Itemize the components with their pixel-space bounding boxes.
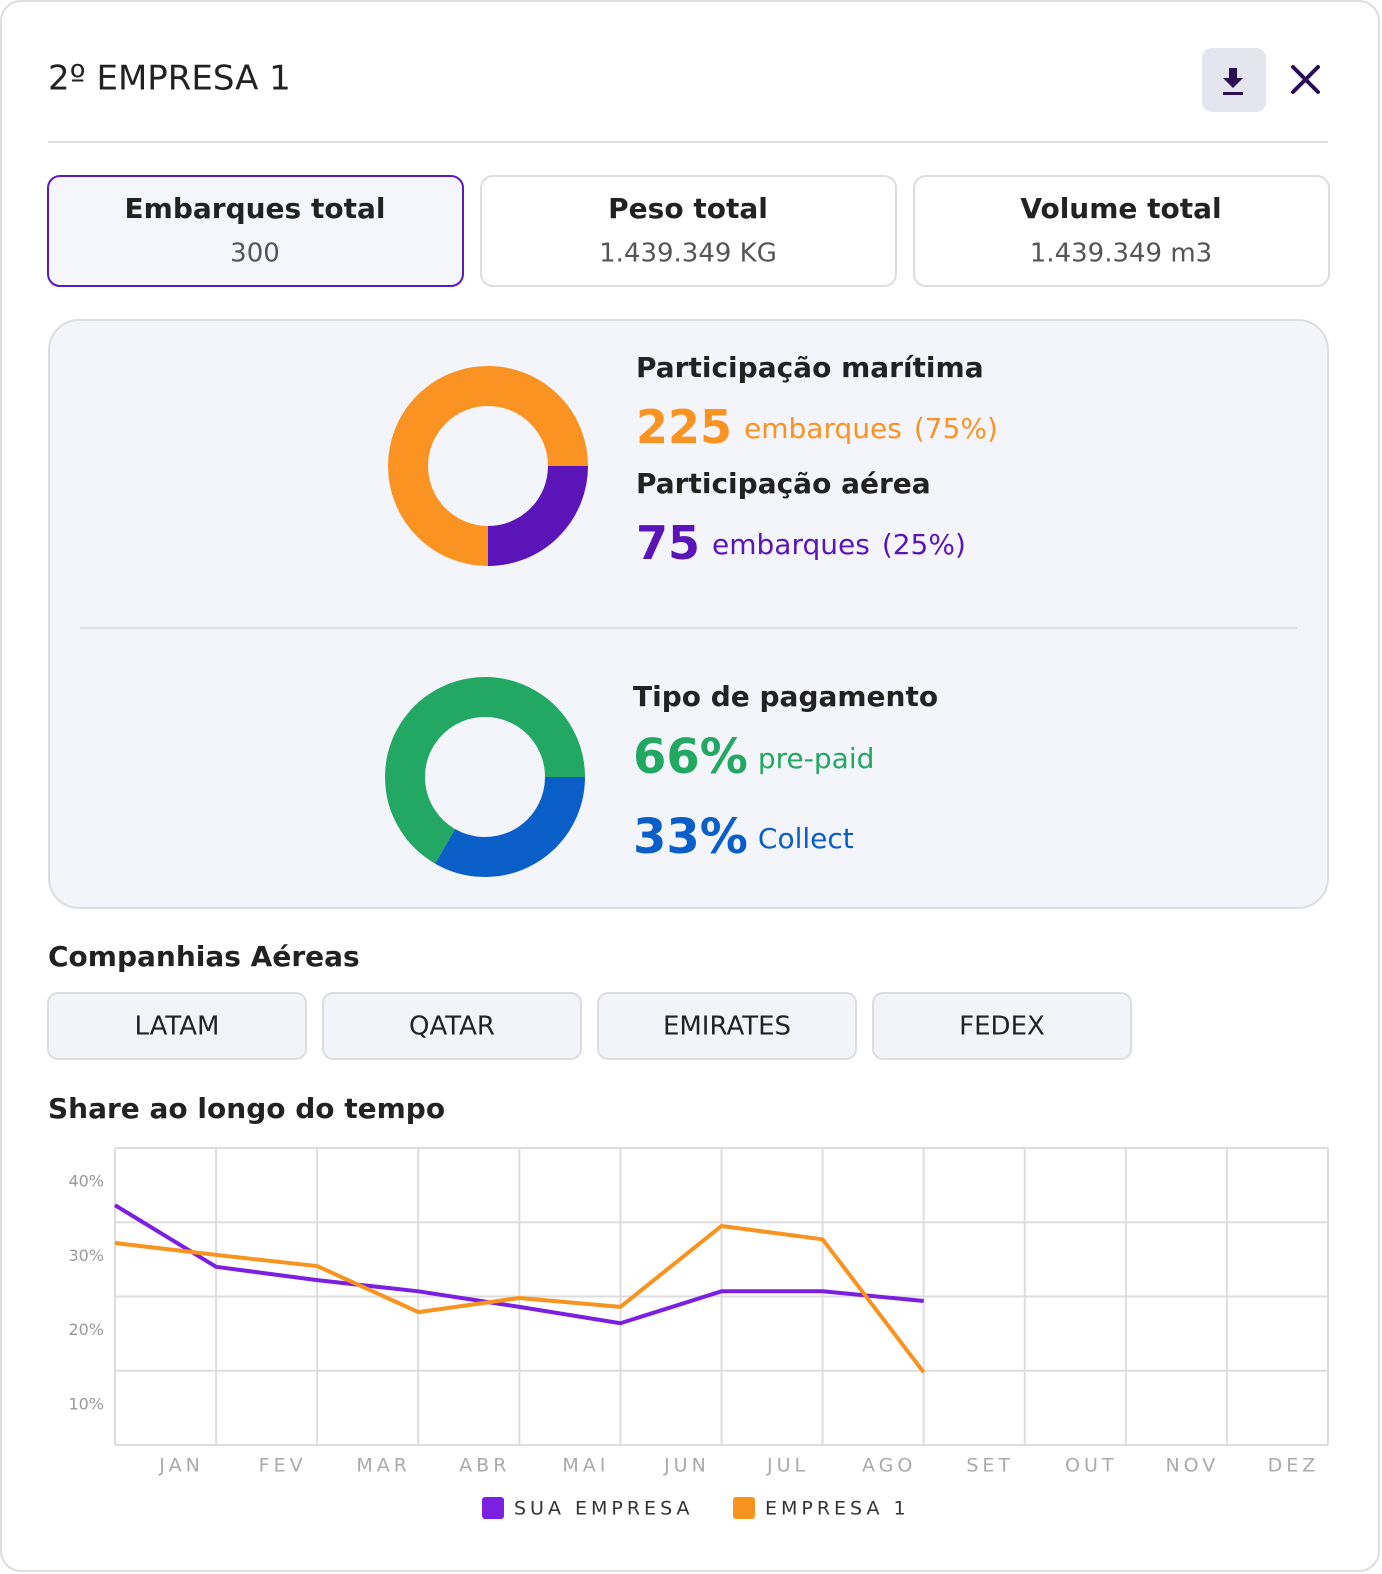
text-part: (25%) <box>882 528 966 561</box>
airline-chip[interactable]: QATAR <box>322 992 582 1060</box>
donut-legend-title: Participação marítima <box>636 351 984 384</box>
x-tick-label: MAI <box>562 1455 609 1477</box>
x-tick-label: MAR <box>356 1455 411 1477</box>
chip-box <box>47 992 307 1060</box>
legend-label: SUA EMPRESA <box>514 1498 693 1520</box>
x-tick-label: OUT <box>1065 1455 1117 1477</box>
x-tick-label: AGO <box>862 1455 916 1477</box>
legend-label: EMPRESA 1 <box>765 1498 910 1520</box>
text-part: Collect <box>758 822 854 855</box>
text-part: (75%) <box>914 412 998 445</box>
text-part: 33% <box>633 809 748 865</box>
y-tick-label: 30% <box>68 1246 104 1265</box>
card-value: 1.439.349 KG <box>599 239 777 269</box>
x-tick-label: ABR <box>459 1455 510 1477</box>
donut-legend-value: 33% Collect <box>633 809 854 865</box>
card-label: Peso total <box>608 192 768 225</box>
airline-chip[interactable]: FEDEX <box>872 992 1132 1060</box>
airline-chip[interactable]: LATAM <box>47 992 307 1060</box>
card-box <box>913 175 1330 287</box>
card-value: 300 <box>230 239 280 269</box>
donut-legend-title: Tipo de pagamento <box>633 680 938 713</box>
download-button[interactable] <box>1202 48 1266 112</box>
donut-slice <box>487 465 588 566</box>
y-tick-label: 40% <box>68 1172 104 1191</box>
x-tick-label: SET <box>966 1455 1014 1477</box>
text-part: embarques <box>744 412 902 445</box>
x-tick-label: JUL <box>766 1455 809 1477</box>
text-part: 75 <box>636 516 700 570</box>
summary-card[interactable]: Embarques total 300 <box>47 175 464 287</box>
summary-card[interactable]: Peso total 1.439.349 KG <box>480 175 897 287</box>
chip-box <box>597 992 857 1060</box>
x-tick-label: DEZ <box>1268 1455 1320 1477</box>
chip-box <box>322 992 582 1060</box>
series-line <box>113 1203 924 1326</box>
series-line <box>114 1223 926 1374</box>
text-part: 66% <box>633 729 748 785</box>
y-tick-label: 10% <box>68 1394 104 1413</box>
text-part: 225 <box>636 400 732 454</box>
legend-swatch <box>482 1497 504 1519</box>
donut-slice <box>385 677 585 864</box>
x-tick-label: JAN <box>158 1455 203 1477</box>
chip-box <box>872 992 1132 1060</box>
text-part: pre-paid <box>758 742 874 775</box>
section-title: Companhias Aéreas <box>48 940 360 973</box>
x-tick-label: JUN <box>663 1455 710 1477</box>
legend-swatch <box>733 1497 755 1519</box>
chip-label: FEDEX <box>959 1012 1045 1042</box>
x-tick-label: NOV <box>1165 1455 1219 1477</box>
donut-legend-title: Participação aérea <box>636 467 931 500</box>
donut-legend-value: 66% pre-paid <box>633 729 874 785</box>
card-box <box>47 175 464 287</box>
donut-slice <box>435 776 585 877</box>
card-label: Embarques total <box>125 192 386 225</box>
share-panel <box>48 319 1329 909</box>
card-value: 1.439.349 m3 <box>1030 239 1212 269</box>
donut-legend-value: 225 embarques (75%) <box>636 400 998 454</box>
text-part: embarques <box>712 528 870 561</box>
airline-chip[interactable]: EMIRATES <box>597 992 857 1060</box>
chip-label: LATAM <box>135 1012 220 1042</box>
x-tick-label: FEV <box>259 1455 307 1477</box>
header-title: 2º EMPRESA 1 <box>48 59 291 99</box>
card-label: Volume total <box>1020 192 1221 225</box>
chip-label: EMIRATES <box>663 1012 791 1042</box>
summary-card[interactable]: Volume total 1.439.349 m3 <box>913 175 1330 287</box>
donut-slice <box>388 366 588 566</box>
card-box <box>480 175 897 287</box>
chip-label: QATAR <box>409 1012 495 1042</box>
donut-legend-value: 75 embarques (25%) <box>636 516 966 570</box>
section-title: Share ao longo do tempo <box>48 1092 445 1125</box>
y-tick-label: 20% <box>68 1320 104 1339</box>
close-button[interactable] <box>1285 60 1325 100</box>
